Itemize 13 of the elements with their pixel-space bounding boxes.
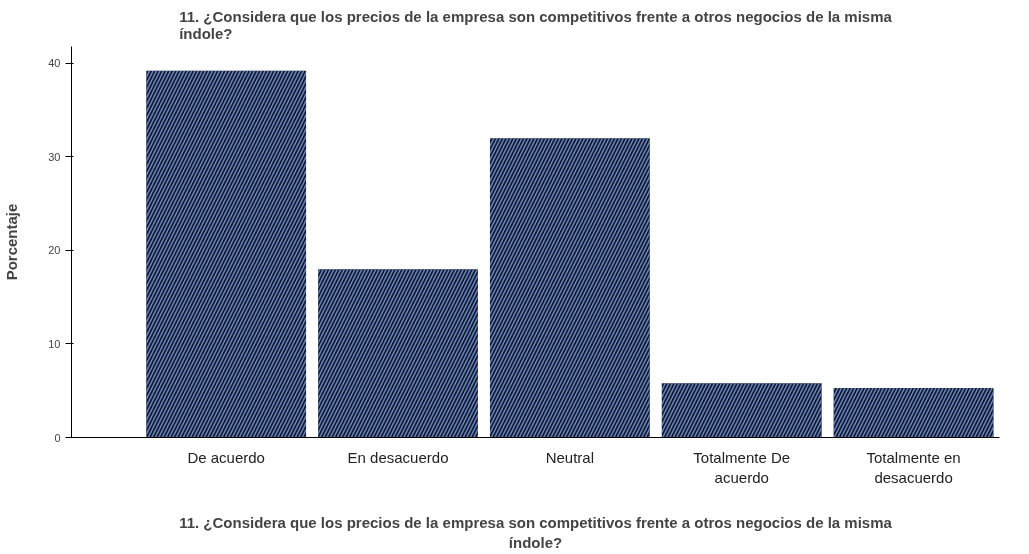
y-tick-label: 40 — [48, 57, 61, 70]
y-tick-label: 10 — [48, 337, 61, 350]
y-axis-title: Porcentaje — [3, 203, 21, 281]
x-tick-label: De acuerdo — [187, 448, 265, 466]
chart-title: 11. ¿Considera que los precios de la empresa son competitivos frente a otros negocios de la misma índole? — [179, 7, 893, 42]
y-tick-label: 0 — [54, 431, 61, 444]
x-tick-label: Neutral — [545, 448, 595, 466]
x-tick-label: Totalmente De acuerdo — [693, 448, 791, 486]
x-axis-title: 11. ¿Considera que los precios de la empresa son competitivos frente a otros negocios de la misma índole? — [179, 513, 893, 552]
x-tick-label: En desacuerdo — [347, 448, 449, 466]
y-tick-label: 20 — [48, 244, 61, 257]
y-tick-label: 30 — [48, 150, 61, 163]
x-tick-label: Totalmente en desacuerdo — [866, 448, 961, 486]
